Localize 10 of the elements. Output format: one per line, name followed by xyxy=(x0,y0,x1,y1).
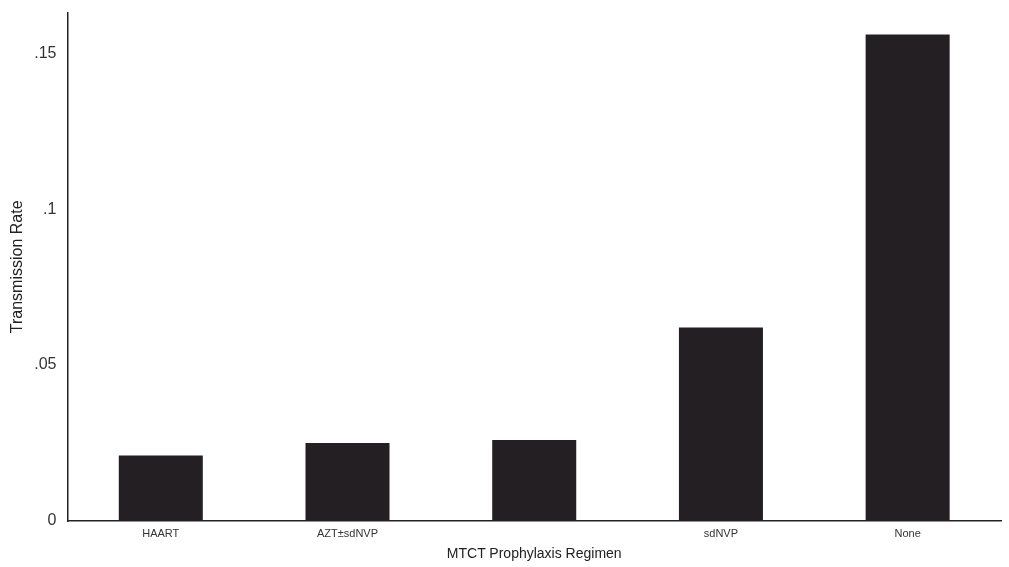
y-axis-title: Transmission Rate xyxy=(8,200,26,334)
x-tick-label: sdNVP xyxy=(703,526,739,539)
x-tick-label: AZT±sdNVP xyxy=(316,526,379,539)
y-tick-label: 0 xyxy=(47,511,57,529)
x-axis-title: MTCT Prophylaxis Regimen xyxy=(446,545,622,562)
x-tick-label: HAART xyxy=(142,526,180,539)
y-tick-label: .15 xyxy=(34,43,57,61)
y-tick-label: .05 xyxy=(34,355,57,373)
y-tick-label: .1 xyxy=(43,199,57,217)
x-tick-label: None xyxy=(894,526,921,539)
